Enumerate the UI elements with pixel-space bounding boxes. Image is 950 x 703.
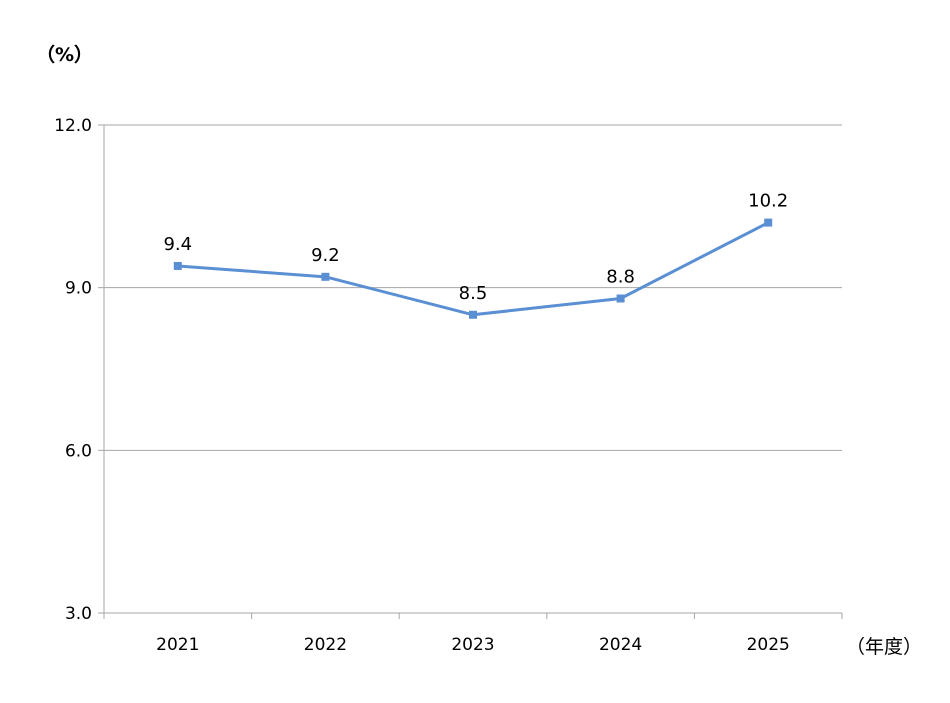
x-axis-unit-label: （年度） <box>846 636 923 658</box>
data-label: 8.8 <box>606 267 635 288</box>
y-axis-unit-label: （%） <box>36 44 94 66</box>
x-tick-label: 2021 <box>156 635 199 655</box>
data-point <box>469 310 477 319</box>
data-label: 9.4 <box>163 234 192 255</box>
data-label: 9.2 <box>311 245 340 266</box>
x-tick-label: 2022 <box>304 635 347 655</box>
x-tick-label: 2023 <box>451 635 494 655</box>
data-point <box>616 294 625 303</box>
data-point <box>321 272 330 281</box>
data-point <box>173 261 182 270</box>
x-tick-label: 2025 <box>747 635 790 655</box>
y-tick-label: 3.0 <box>65 604 92 624</box>
data-label: 8.5 <box>459 283 488 304</box>
x-tick-label: 2024 <box>599 635 642 655</box>
y-tick-label: 12.0 <box>54 116 92 136</box>
data-label: 10.2 <box>748 191 788 212</box>
y-tick-label: 9.0 <box>65 279 92 299</box>
data-point <box>764 218 773 227</box>
y-tick-label: 6.0 <box>65 441 92 461</box>
